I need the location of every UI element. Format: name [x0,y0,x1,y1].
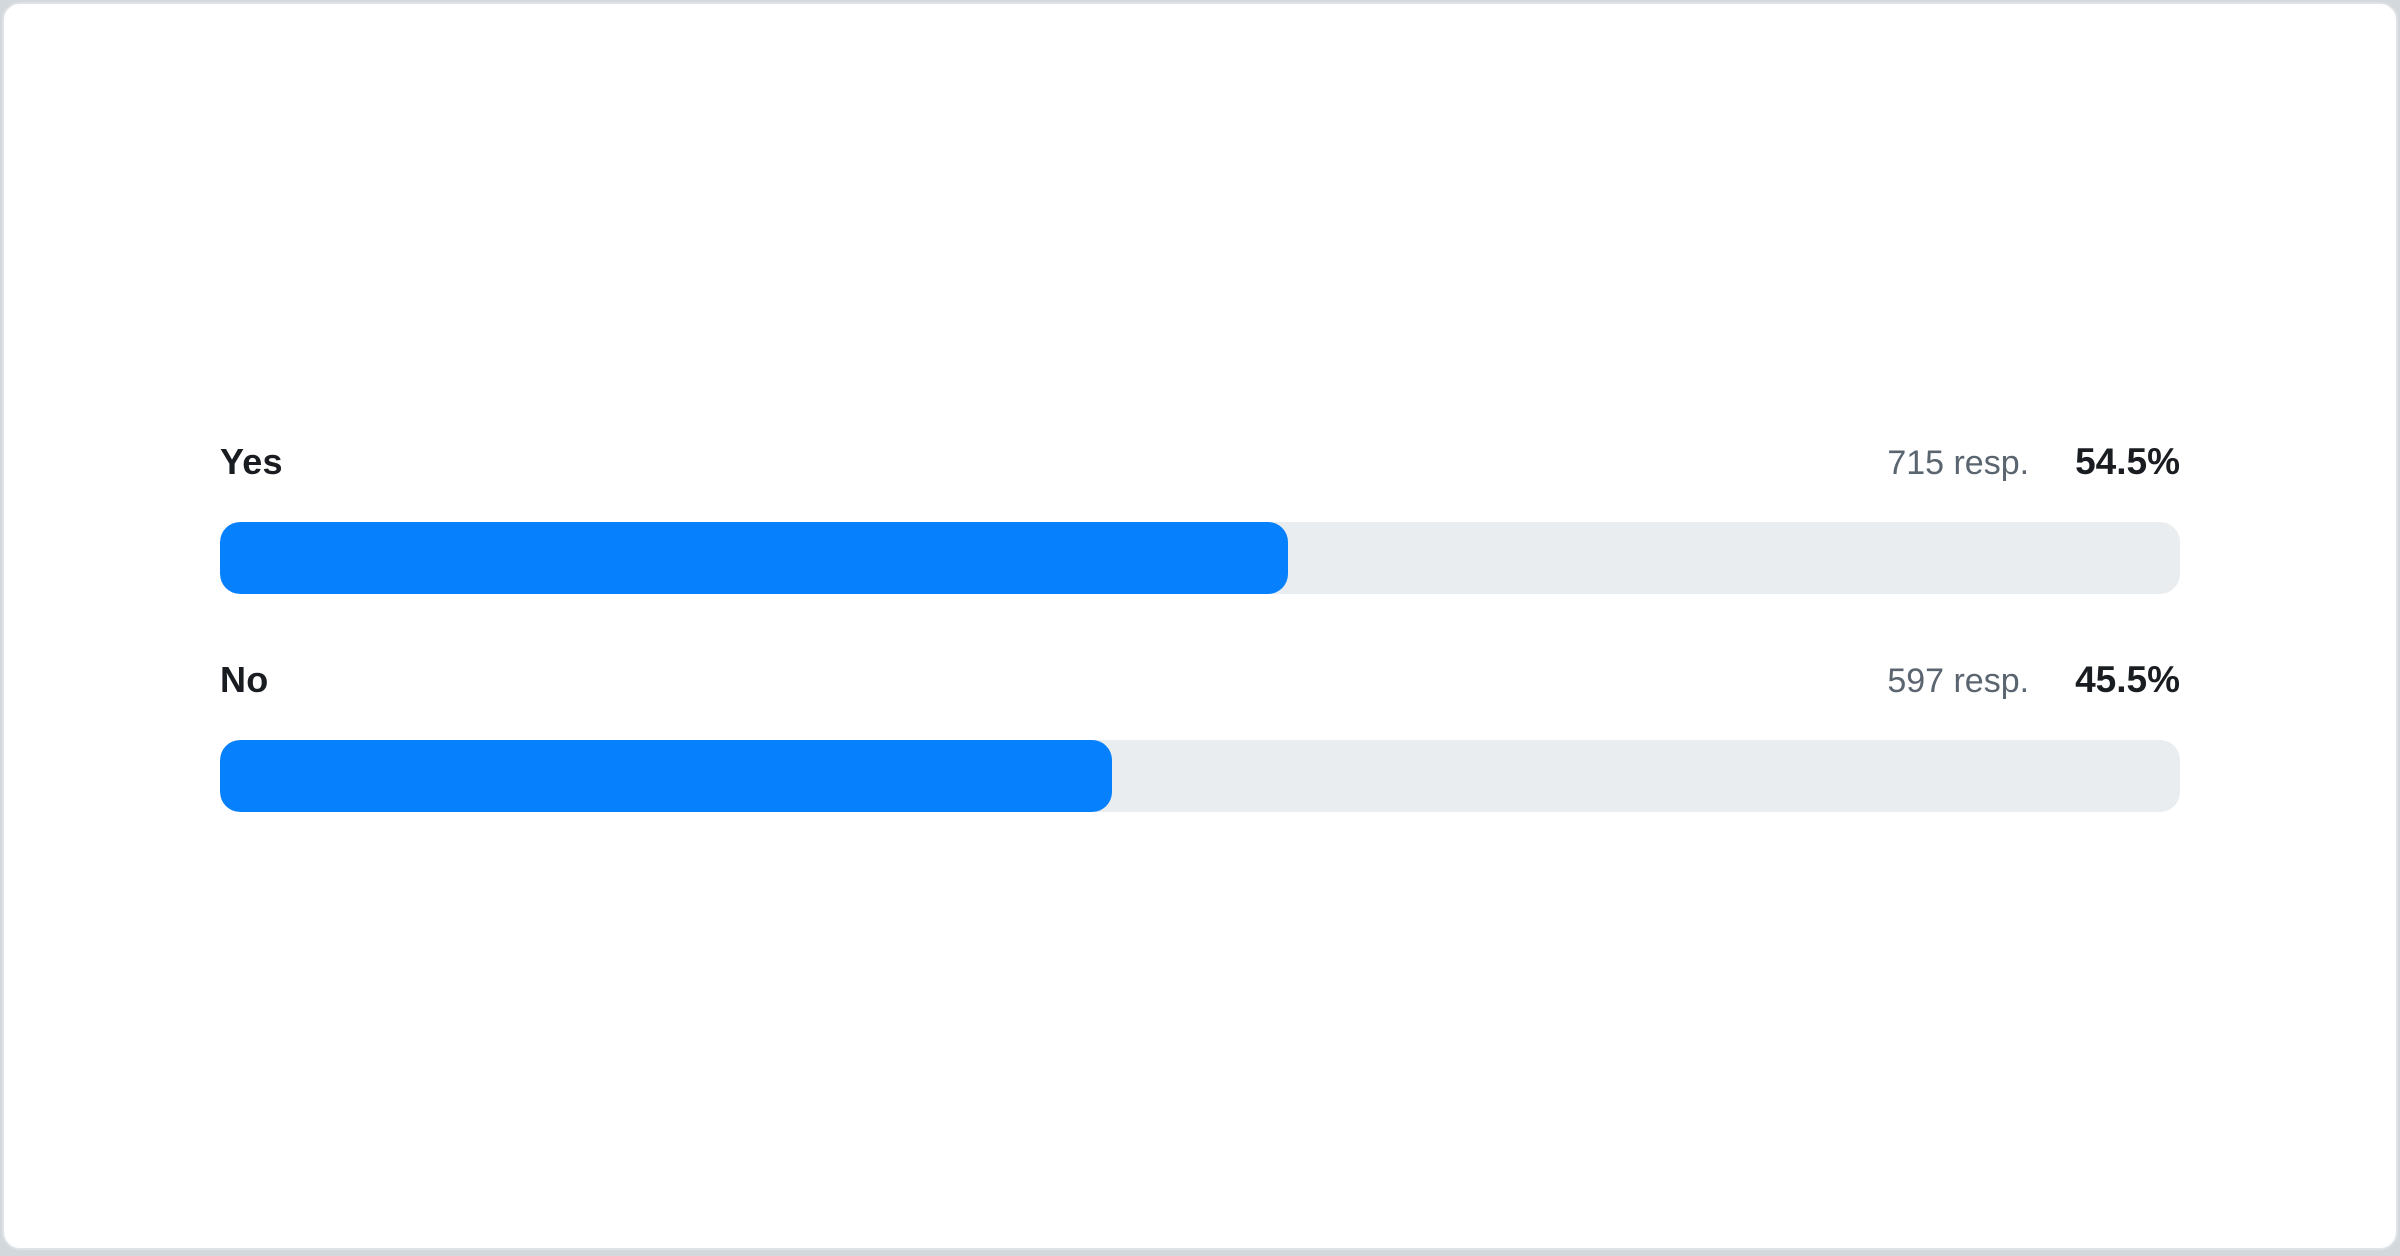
option-row-header: Yes 715 resp. 54.5% [220,440,2180,484]
percent-value: 54.5% [2075,440,2180,482]
bar-fill [220,740,1112,813]
poll-results-list: Yes 715 resp. 54.5% No 597 resp. 45.5% [220,440,2180,813]
bar-track [220,740,2180,813]
poll-option-row-yes: Yes 715 resp. 54.5% [220,440,2180,594]
response-count: 715 resp. [1887,443,2030,482]
option-label: Yes [220,440,283,482]
poll-option-row-no: No 597 resp. 45.5% [220,658,2180,813]
response-count: 597 resp. [1887,662,2030,700]
bar-fill [220,522,1289,594]
option-row-header: No 597 resp. 45.5% [220,658,2180,702]
option-label: No [220,659,269,700]
bar-track [220,522,2180,594]
percent-value: 45.5% [2075,659,2180,700]
